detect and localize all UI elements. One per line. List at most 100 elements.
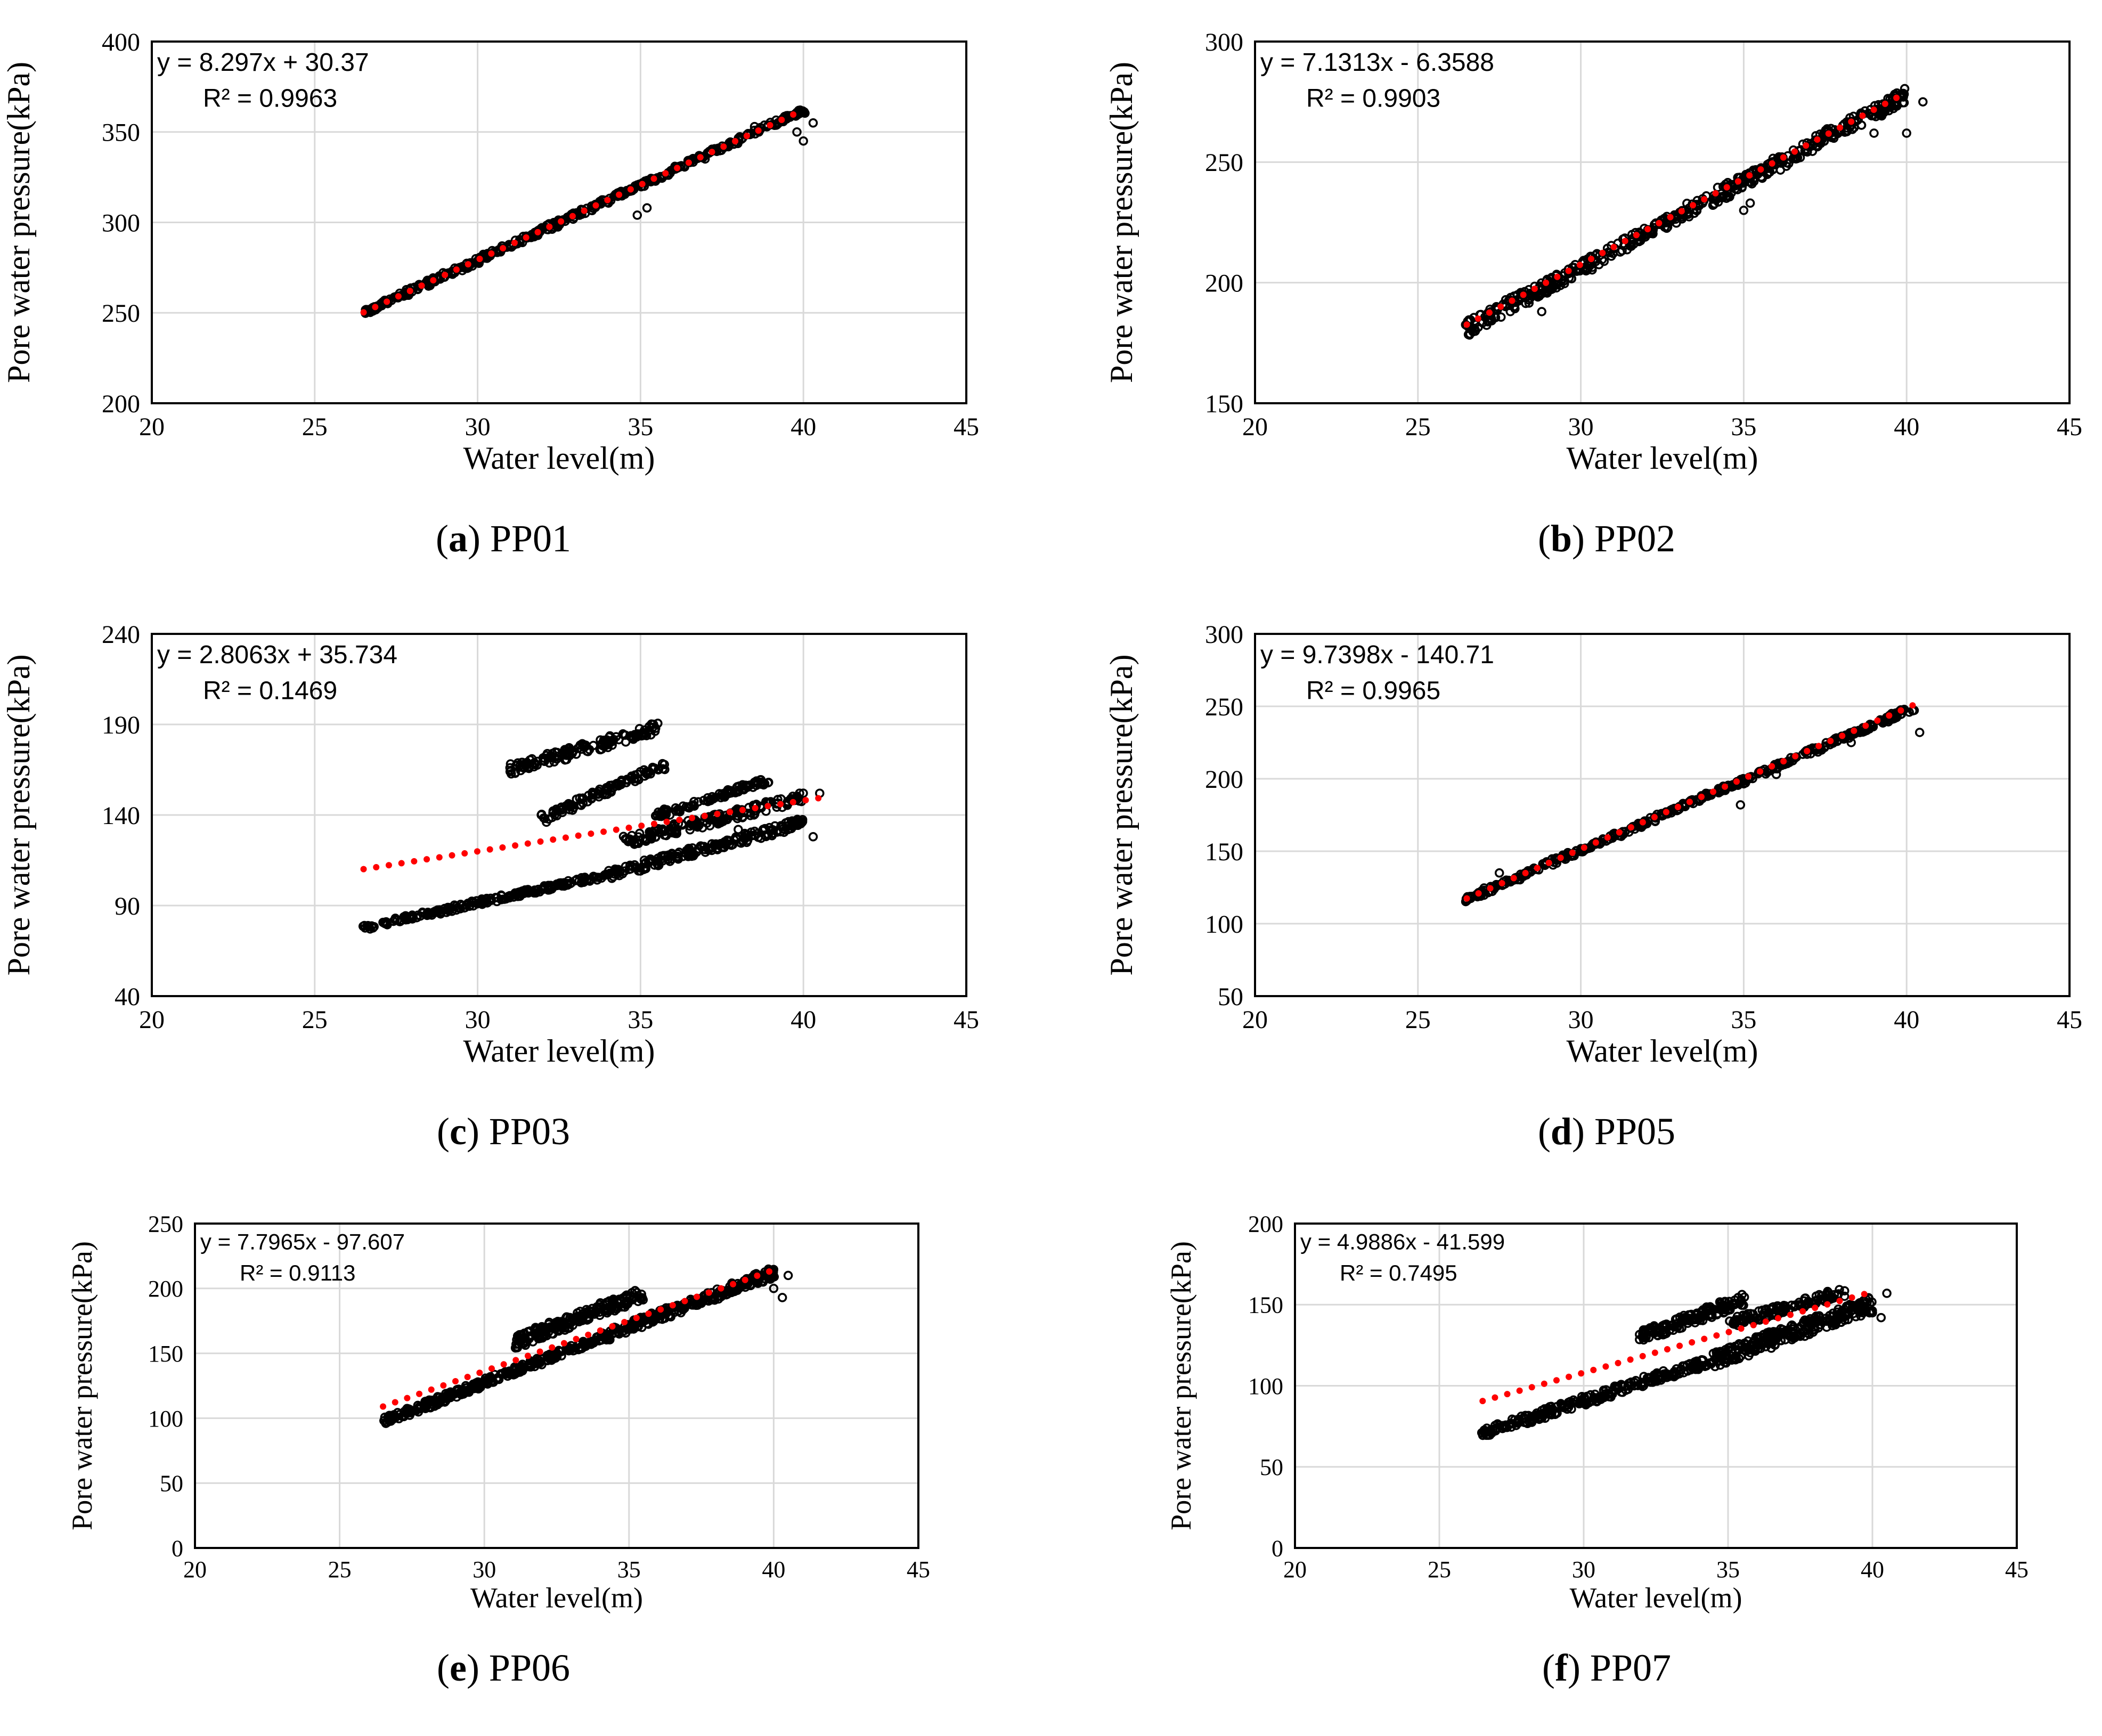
data-point [1664,1370,1673,1380]
r-squared: R² = 0.9903 [1306,84,1440,112]
data-point [1748,174,1758,184]
data-point [1784,159,1794,168]
data-point [1757,1336,1767,1346]
data-point [1795,1328,1805,1338]
y-tick-label: 150 [1248,1292,1283,1318]
data-point [496,890,506,900]
data-point [1898,91,1908,101]
data-point [651,1312,662,1322]
data-point [452,901,461,911]
data-point [1739,1316,1749,1325]
data-point [587,793,597,803]
data-point [689,797,699,806]
data-point [368,923,378,933]
data-point [1744,1343,1754,1352]
data-point [637,1293,647,1302]
linear-trendline [1463,700,1920,902]
x-tick-label: 45 [954,1006,979,1034]
data-point [1705,1311,1714,1321]
data-point [642,203,652,213]
data-point [402,290,411,300]
data-point [1755,1332,1765,1342]
data-point [1651,1370,1661,1380]
data-point [728,840,738,850]
data-point [597,1335,607,1344]
data-point [393,915,402,925]
data-point [653,719,663,728]
data-point [560,750,570,760]
data-point [1683,1318,1693,1328]
data-point [582,875,592,885]
trendline-equation: y = 4.9886x - 41.599 [1300,1229,1505,1254]
data-point [564,1343,574,1352]
caption-letter: a [449,517,468,560]
data-point [439,903,450,914]
data-point [1523,1411,1534,1421]
data-points [358,719,825,934]
caption-name: PP03 [489,1110,570,1153]
data-point [638,1315,648,1325]
data-point [583,1308,592,1318]
data-point [1787,1320,1797,1330]
data-point [767,831,777,841]
data-point [472,899,482,909]
data-point [1734,1339,1744,1349]
r-squared: R² = 0.9963 [203,84,337,112]
x-tick-label: 20 [139,1006,165,1034]
data-point [573,1308,582,1318]
data-point [563,880,573,890]
data-point [1793,153,1803,162]
data-point [621,1328,631,1338]
data-point [632,210,642,220]
data-point [1730,1354,1739,1363]
data-point [1856,120,1867,130]
data-point [1662,223,1672,233]
data-point [394,1414,404,1424]
data-point [786,817,796,827]
point-cluster [510,1286,648,1353]
data-point [587,206,597,216]
y-tick-label: 190 [102,711,140,739]
point-cluster [358,869,614,934]
x-tick-label: 35 [1731,1006,1756,1034]
x-tick-label: 35 [1716,1556,1740,1583]
data-point [1873,109,1884,119]
data-point [694,820,704,830]
data-point [646,854,655,864]
point-cluster [1477,1354,1720,1440]
data-point [1843,1315,1853,1324]
data-point [609,869,620,879]
data-point [654,765,663,775]
data-point [549,218,559,227]
data-point [622,775,632,784]
data-point [358,922,368,931]
x-tick-label: 20 [1242,1006,1268,1034]
y-tick-label: 200 [102,390,140,418]
data-point [749,121,760,132]
data-point [588,1303,597,1314]
caption-name: PP02 [1594,517,1675,560]
linear-trendline [1479,1289,1876,1405]
trendline-equation: y = 7.1313x - 6.3588 [1260,48,1494,77]
data-point [1501,1420,1511,1430]
data-point [433,1392,443,1401]
x-tick-label: 20 [139,413,165,441]
data-point [577,1343,587,1353]
data-point [1592,1396,1602,1406]
y-tick-label: 300 [1205,28,1243,56]
chart-pp02: 20 25 30 35 40 45 150 200 250 300 Water level(m) Po… [1104,28,2082,560]
plot-area-frame [151,40,967,404]
chart-pp05: 20 25 30 35 40 45 50 100 150 200 250 300 Water level… [1104,621,2082,1153]
y-axis-title: Pore water pressure(kPa) [1165,1241,1197,1530]
data-point [696,841,706,851]
data-point [1861,1307,1871,1316]
data-point [758,826,768,836]
trendline-equation: y = 8.297x + 30.37 [157,48,369,77]
data-point [620,866,630,876]
data-point [1578,1398,1588,1408]
data-point [1775,165,1786,175]
data-point [632,1287,642,1298]
data-point [753,778,763,787]
data-point [380,1412,390,1422]
